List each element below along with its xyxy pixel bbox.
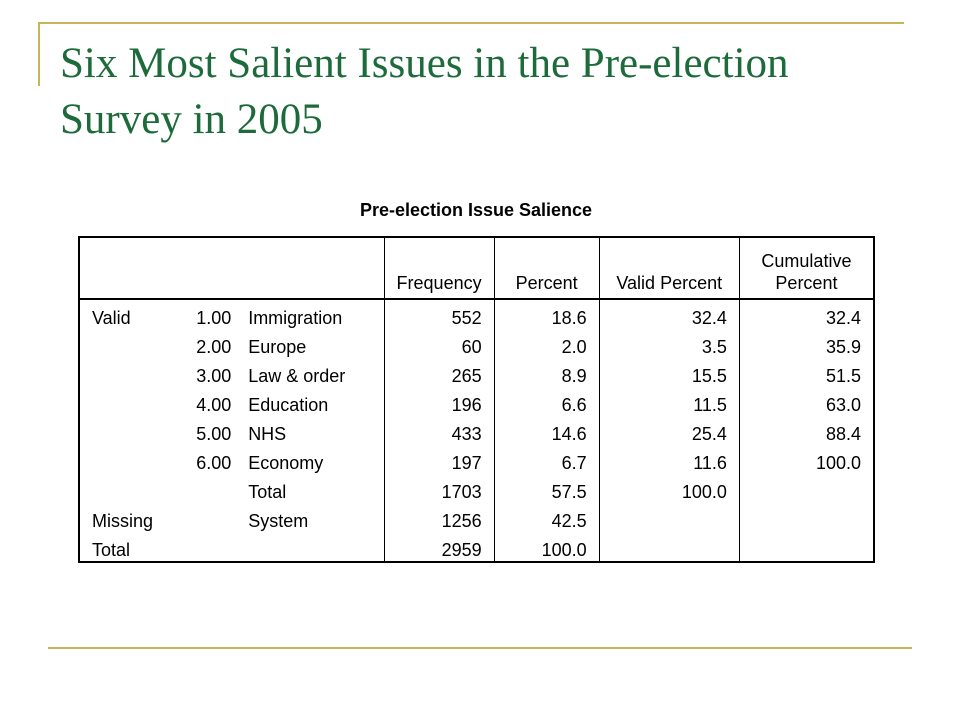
row-valid-percent: 100.0: [598, 474, 740, 503]
row-percent: 57.5: [493, 474, 600, 503]
row-label-cell: 6.00 Economy: [190, 445, 384, 474]
row-frequency: 196: [383, 387, 495, 416]
row-frequency: 60: [383, 329, 495, 358]
row-group: [79, 474, 190, 503]
table-header-row: Frequency Percent Valid Percent Cumulati…: [79, 237, 874, 300]
header-cumulative-line2: Percent: [775, 273, 838, 293]
row-percent: 42.5: [493, 503, 600, 532]
row-label: Immigration: [248, 308, 343, 328]
row-percent: 100.0: [493, 532, 600, 562]
header-blank-category: [79, 237, 191, 300]
table-row: Total 1703 57.5 100.0: [79, 474, 874, 503]
row-frequency: 2959: [383, 532, 495, 562]
row-valid-percent: 11.6: [598, 445, 740, 474]
row-valid-percent: [598, 503, 740, 532]
row-valid-percent: [598, 532, 740, 562]
row-group: Valid: [92, 308, 131, 328]
row-code: 3.00: [196, 366, 232, 386]
row-group: [79, 416, 190, 445]
table-row: 3.00 Law & order 265 8.9 15.5 51.5: [79, 358, 874, 387]
row-cumulative-percent: [738, 474, 874, 503]
row-label-cell: 4.00 Education: [190, 387, 384, 416]
header-blank-label: [190, 237, 384, 300]
row-percent: 2.0: [493, 329, 600, 358]
header-cumulative-line1: Cumulative: [761, 251, 852, 271]
table-row: 6.00 Economy 197 6.7 11.6 100.0: [79, 445, 874, 474]
row-percent: 6.6: [493, 387, 600, 416]
row-valid-percent: 25.4: [598, 416, 740, 445]
row-label: Europe: [248, 337, 307, 357]
row-cumulative-percent: 88.4: [738, 416, 874, 445]
table-caption: Pre-election Issue Salience: [359, 200, 593, 220]
row-frequency: 265: [383, 358, 495, 387]
row-label-cell: 1.00 Immigration: [190, 299, 384, 329]
row-valid-percent: 32.4: [598, 299, 740, 329]
row-group: Total: [92, 540, 131, 560]
row-percent: 14.6: [493, 416, 600, 445]
row-cumulative-percent: 51.5: [738, 358, 874, 387]
row-group: [79, 445, 190, 474]
row-cumulative-percent: 32.4: [738, 299, 874, 329]
left-accent-rule: [38, 22, 40, 86]
row-label: System: [248, 511, 309, 531]
row-frequency: 197: [383, 445, 495, 474]
row-label-cell: System: [190, 503, 384, 532]
row-label-cell: 3.00 Law & order: [190, 358, 384, 387]
table-row: 4.00 Education 196 6.6 11.5 63.0: [79, 387, 874, 416]
row-frequency: 552: [383, 299, 495, 329]
row-label: Law & order: [248, 366, 346, 386]
row-cumulative-percent: 100.0: [738, 445, 874, 474]
table-row: 5.00 NHS 433 14.6 25.4 88.4: [79, 416, 874, 445]
row-group: [79, 387, 190, 416]
row-group: [79, 329, 190, 358]
row-valid-percent: 15.5: [598, 358, 740, 387]
row-cumulative-percent: 63.0: [738, 387, 874, 416]
row-code: 2.00: [196, 337, 232, 357]
row-valid-percent: 11.5: [598, 387, 740, 416]
header-frequency: Frequency: [383, 237, 495, 300]
row-frequency: 433: [383, 416, 495, 445]
row-code: 1.00: [196, 308, 232, 328]
table-row: Total 2959 100.0: [79, 532, 874, 562]
header-cumulative-percent: Cumulative Percent: [738, 237, 874, 300]
row-frequency: 1256: [383, 503, 495, 532]
row-cumulative-percent: 35.9: [738, 329, 874, 358]
header-percent: Percent: [493, 237, 600, 300]
row-label-cell: 2.00 Europe: [190, 329, 384, 358]
row-percent: 8.9: [493, 358, 600, 387]
bottom-accent-rule: [48, 647, 912, 649]
row-group: Missing: [92, 511, 154, 531]
row-percent: 18.6: [493, 299, 600, 329]
row-code: 6.00: [196, 453, 232, 473]
row-code: 5.00: [196, 424, 232, 444]
row-label: Economy: [248, 453, 324, 473]
row-label-cell: 5.00 NHS: [190, 416, 384, 445]
row-cumulative-percent: [738, 532, 874, 562]
row-label: Education: [248, 395, 329, 415]
row-group: [79, 358, 190, 387]
row-code: 4.00: [196, 395, 232, 415]
row-cumulative-percent: [738, 503, 874, 532]
table-row: 2.00 Europe 60 2.0 3.5 35.9: [79, 329, 874, 358]
row-label: Total: [248, 482, 287, 502]
row-frequency: 1703: [383, 474, 495, 503]
row-label-cell: [190, 532, 384, 562]
top-accent-rule: [40, 22, 904, 24]
slide-title: Six Most Salient Issues in the Pre-elect…: [60, 40, 789, 143]
header-valid-percent: Valid Percent: [598, 237, 740, 300]
row-percent: 6.7: [493, 445, 600, 474]
row-label: NHS: [248, 424, 287, 444]
row-valid-percent: 3.5: [598, 329, 740, 358]
issue-salience-table: Frequency Percent Valid Percent Cumulati…: [78, 236, 875, 563]
row-label-cell: Total: [190, 474, 384, 503]
table-row: Missing System 1256 42.5: [79, 503, 874, 532]
table-row: Valid 1.00 Immigration 552 18.6 32.4 32.4: [79, 299, 874, 329]
